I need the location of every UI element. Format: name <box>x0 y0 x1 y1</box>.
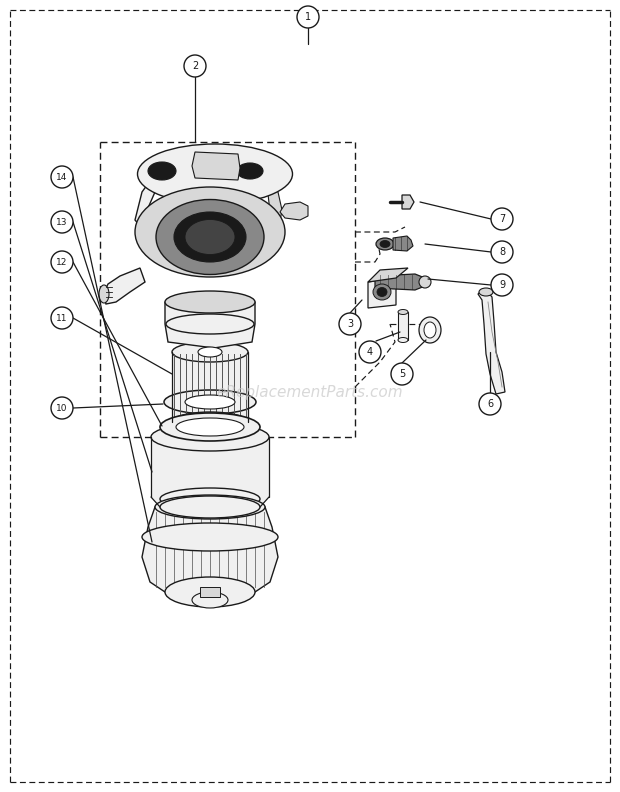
Ellipse shape <box>138 144 293 204</box>
Ellipse shape <box>156 200 264 275</box>
Ellipse shape <box>164 390 256 414</box>
Ellipse shape <box>398 310 408 314</box>
Text: 13: 13 <box>56 218 68 227</box>
Text: 10: 10 <box>56 403 68 413</box>
Ellipse shape <box>237 163 263 179</box>
Circle shape <box>491 208 513 230</box>
Text: 12: 12 <box>56 257 68 266</box>
Ellipse shape <box>198 347 222 357</box>
Ellipse shape <box>380 241 390 248</box>
Ellipse shape <box>165 577 255 607</box>
Circle shape <box>51 397 73 419</box>
Ellipse shape <box>192 592 228 608</box>
Circle shape <box>391 363 413 385</box>
Ellipse shape <box>377 287 387 296</box>
Ellipse shape <box>373 284 391 300</box>
Text: 4: 4 <box>367 347 373 357</box>
Circle shape <box>51 251 73 273</box>
Ellipse shape <box>166 314 254 334</box>
Ellipse shape <box>165 291 255 313</box>
Polygon shape <box>142 507 278 592</box>
Text: 11: 11 <box>56 314 68 322</box>
Ellipse shape <box>135 187 285 277</box>
Circle shape <box>479 393 501 415</box>
Polygon shape <box>135 170 162 232</box>
Ellipse shape <box>185 395 235 409</box>
Text: 6: 6 <box>487 399 493 409</box>
Ellipse shape <box>172 342 248 362</box>
Circle shape <box>51 307 73 329</box>
Ellipse shape <box>151 423 269 451</box>
Ellipse shape <box>479 288 493 296</box>
Circle shape <box>297 6 319 28</box>
Circle shape <box>51 166 73 188</box>
Ellipse shape <box>376 238 394 250</box>
Ellipse shape <box>419 276 431 288</box>
Ellipse shape <box>419 317 441 343</box>
Polygon shape <box>172 352 248 422</box>
Text: 9: 9 <box>499 280 505 290</box>
Ellipse shape <box>174 212 246 262</box>
Polygon shape <box>368 268 408 282</box>
Ellipse shape <box>176 418 244 436</box>
Polygon shape <box>151 437 269 507</box>
Circle shape <box>359 341 381 363</box>
Circle shape <box>51 211 73 233</box>
Ellipse shape <box>99 285 109 303</box>
Polygon shape <box>368 278 396 308</box>
Circle shape <box>184 55 206 77</box>
Polygon shape <box>200 587 220 597</box>
Ellipse shape <box>155 495 265 519</box>
Text: 5: 5 <box>399 369 405 379</box>
Ellipse shape <box>398 337 408 342</box>
Polygon shape <box>478 290 505 394</box>
Ellipse shape <box>160 488 260 510</box>
Text: 8: 8 <box>499 247 505 257</box>
Text: 3: 3 <box>347 319 353 329</box>
Polygon shape <box>375 274 425 290</box>
Ellipse shape <box>142 523 278 551</box>
Ellipse shape <box>172 412 248 432</box>
Text: 2: 2 <box>192 61 198 71</box>
Polygon shape <box>402 195 414 209</box>
Polygon shape <box>398 312 408 340</box>
Ellipse shape <box>160 413 260 441</box>
Text: 14: 14 <box>56 173 68 181</box>
Text: 1: 1 <box>305 12 311 22</box>
Ellipse shape <box>148 162 176 180</box>
Ellipse shape <box>160 496 260 518</box>
Polygon shape <box>258 174 282 238</box>
Polygon shape <box>192 152 240 180</box>
Circle shape <box>339 313 361 335</box>
Circle shape <box>491 274 513 296</box>
Polygon shape <box>165 302 255 348</box>
Ellipse shape <box>424 322 436 338</box>
Text: eReplacementParts.com: eReplacementParts.com <box>216 384 404 399</box>
Ellipse shape <box>185 219 235 254</box>
Polygon shape <box>393 236 413 251</box>
Polygon shape <box>103 268 145 304</box>
Text: 7: 7 <box>499 214 505 224</box>
Polygon shape <box>280 202 308 220</box>
Circle shape <box>491 241 513 263</box>
